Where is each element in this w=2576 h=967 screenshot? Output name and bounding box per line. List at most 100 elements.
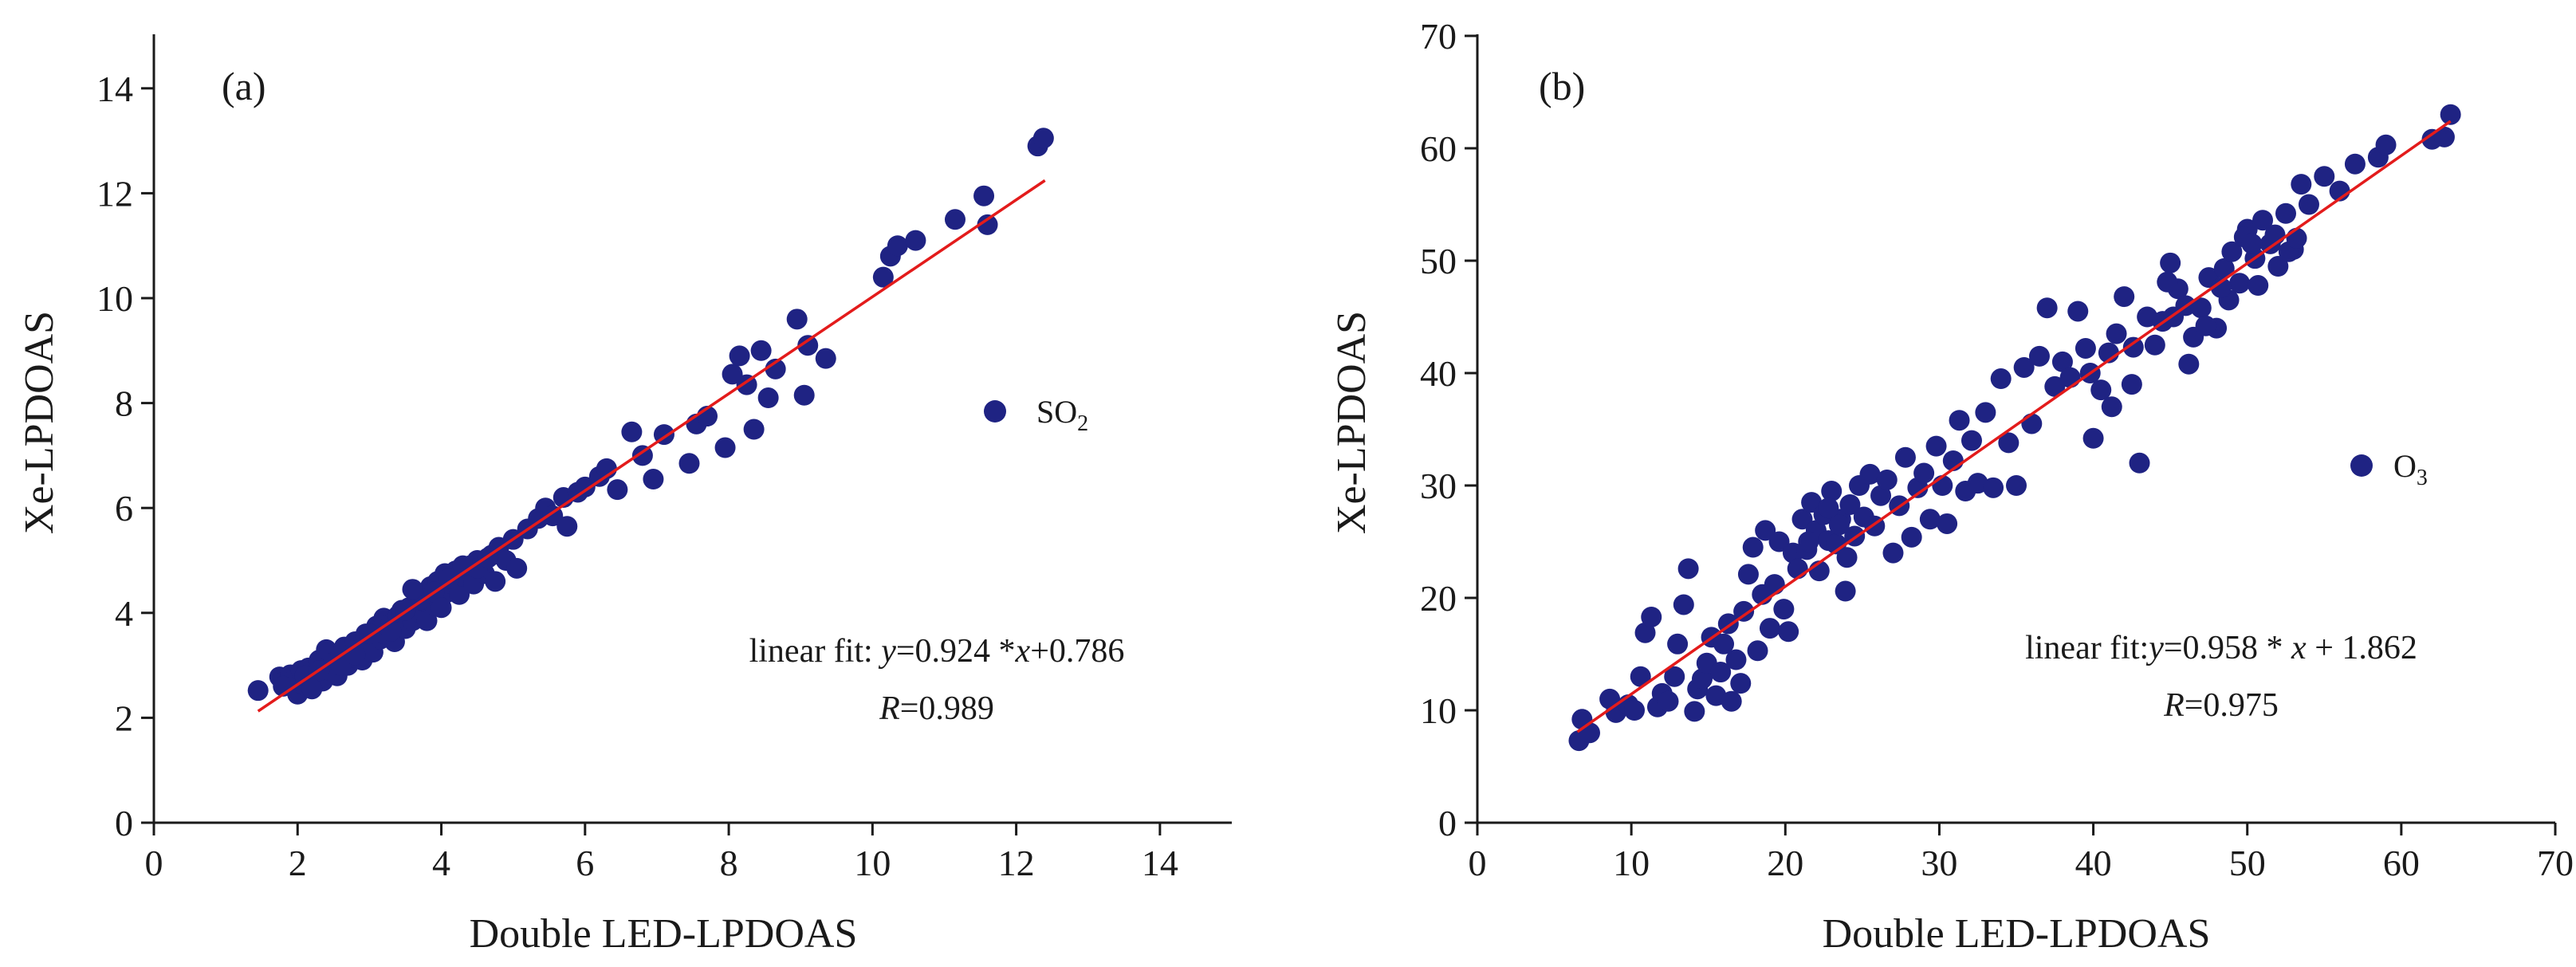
panel-b-data-point (2267, 256, 2289, 277)
panel-b-data-point (1624, 700, 1646, 721)
panel-a-legend-base: SO (1036, 394, 1077, 430)
panel-a-legend-sub: 2 (1077, 411, 1088, 436)
panel-a-x-tick-label: 0 (145, 843, 163, 883)
panel-b-x-axis-title: Double LED-LPDOAS (1823, 911, 2211, 957)
panel-b-x-ticks: 0 10 20 30 40 50 60 70 (1469, 823, 2574, 883)
panel-b-data-point (1759, 618, 1780, 639)
panel-b-x-tick-label: 70 (2537, 843, 2574, 883)
panel-b-data-point (1983, 477, 2004, 498)
panel-a-y-tick-label: 6 (115, 488, 133, 529)
panel-a-data-point (344, 644, 366, 666)
panel-b-data-point (2121, 374, 2142, 395)
panel-b-data-point (1949, 410, 1970, 431)
panel-b-data-point (1684, 701, 1705, 722)
panel-b-x-tick-label: 20 (1767, 843, 1803, 883)
panel-b-legend-marker (2350, 454, 2373, 477)
panel-b-data-point (1773, 599, 1795, 620)
panel-b-data-point (1764, 574, 1785, 596)
panel-a-data-point (743, 419, 765, 440)
panel-b-data-point (1839, 493, 1861, 515)
panel-a-data-point (757, 387, 779, 409)
panel-b-legend: O3 (2350, 448, 2428, 490)
panel-a-data-point (714, 437, 736, 458)
panel-a-data-point (973, 185, 995, 206)
panel-b-data-point (2059, 367, 2081, 388)
panel-a-x-tick-label: 12 (998, 843, 1035, 883)
panel-b-data-point (1990, 368, 2012, 390)
panel-a-fit-line (257, 179, 1046, 713)
panel-a-label: (a) (222, 64, 266, 108)
panel-b-data-point (2006, 475, 2027, 496)
panel-a-data-point (247, 680, 269, 702)
panel-b-data-point (2375, 134, 2397, 155)
panel-a-data-point (793, 384, 815, 406)
panel-b-data-point (2075, 337, 2096, 359)
panel-b-data-point (2144, 334, 2165, 356)
panel-b-label: (b) (1539, 64, 1585, 108)
panel-b-legend-base: O (2393, 448, 2417, 484)
panel-b-data-point (2129, 452, 2150, 474)
panel-a-x-tick-label: 2 (289, 843, 307, 883)
panel-a-data-point (438, 568, 459, 590)
panel-b-data-point (2210, 277, 2232, 298)
panel-b-data-point (2044, 375, 2066, 397)
panel-b-x-tick-label: 60 (2383, 843, 2420, 883)
panel-a-data-point (887, 235, 908, 257)
panel-b-data-point (1913, 462, 1935, 484)
panel-a-y-axis-title: Xe-LPDOAS (17, 311, 62, 534)
panel-a-data-point (431, 597, 452, 619)
panel-b-data-point (2252, 210, 2274, 231)
panel-b-data-point (1998, 432, 2020, 454)
panel-b-data-point (1579, 722, 1600, 744)
panel-a-y-tick-label: 8 (115, 383, 133, 424)
panel-a-data-point (485, 571, 506, 592)
panel-b-data-point (2213, 257, 2235, 279)
panel-b-data-point (2160, 252, 2181, 273)
panel-b-data-point (1667, 633, 1689, 654)
panel-b-x-tick-label: 50 (2229, 843, 2266, 883)
panel-b-x-tick-label: 30 (1921, 843, 1957, 883)
panel-a-legend-label: SO2 (1036, 394, 1088, 436)
panel-a: 0 2 4 6 8 10 12 14 0 2 4 6 8 10 12 14 (a) Double LED-L… (17, 34, 1232, 957)
panel-b-data-point (1742, 537, 1764, 558)
panel-a-data-point (750, 340, 772, 361)
panel-b-data-point (2028, 345, 2050, 367)
panel-b-data-point (1658, 690, 1679, 712)
panel-b-data-point (2101, 396, 2122, 418)
panel-a-y-ticks: 0 2 4 6 8 10 12 14 (96, 69, 154, 843)
panel-b-data-point (1673, 594, 1694, 615)
panel-b-data-point (2275, 202, 2296, 224)
panel-b-data-point (1737, 564, 1759, 585)
panel-a-data-point (1032, 128, 1054, 149)
panel-a-x-tick-label: 8 (720, 843, 738, 883)
panel-b-points (1568, 104, 2461, 752)
panel-a-data-point (944, 209, 966, 230)
panel-b-data-point (2298, 194, 2319, 215)
panel-a-data-point (786, 309, 808, 330)
panel-b-legend-label: O3 (2393, 448, 2428, 490)
panel-a-y-tick-label: 4 (115, 593, 133, 634)
panel-b-y-tick-label: 60 (1420, 128, 1457, 169)
panel-b-data-point (2051, 351, 2073, 372)
panel-a-fit-equation: linear fit: y=0.924 *x+0.786 (749, 633, 1125, 670)
panel-a-data-point (872, 266, 894, 288)
panel-b-data-point (1710, 662, 1732, 683)
panel-b-data-point (1894, 446, 1916, 468)
panel-b-data-point (1730, 673, 1752, 694)
panel-b-data-point (2082, 427, 2104, 449)
panel-b-data-point (1821, 481, 1843, 502)
panel-a-data-point (506, 557, 528, 579)
panel-a-x-tick-label: 10 (854, 843, 891, 883)
panel-a-legend-marker (984, 400, 1006, 423)
panel-b-data-point (2229, 273, 2251, 294)
panel-b-data-point (2344, 153, 2366, 175)
panel-b-y-tick-label: 10 (1420, 690, 1457, 731)
panel-b-data-point (1798, 531, 1819, 552)
panel-b-data-point (1630, 666, 1651, 687)
panel-a-data-point (729, 345, 750, 367)
panel-a-data-point (815, 348, 836, 369)
panel-b-data-point (1733, 600, 1755, 622)
panel-b-fit-equation: linear fit:y=0.958 * x + 1.862 (2025, 630, 2417, 666)
panel-b-data-point (2195, 315, 2216, 336)
